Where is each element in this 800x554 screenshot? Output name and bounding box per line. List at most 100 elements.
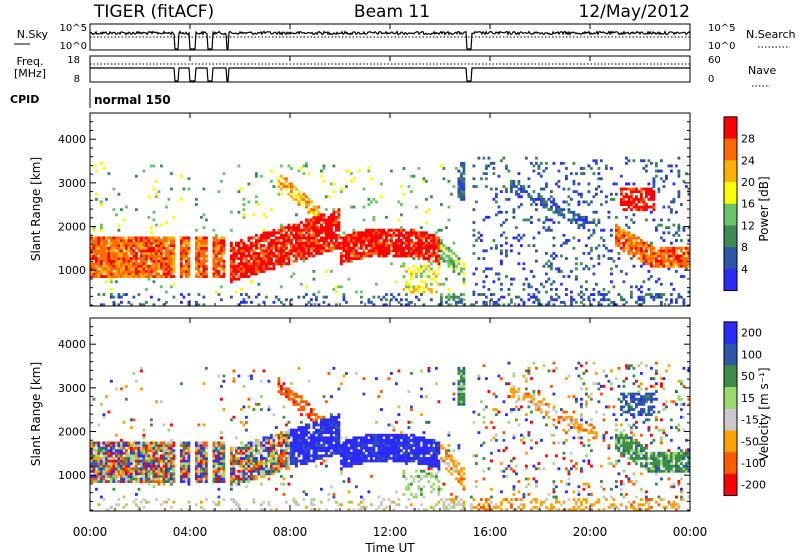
range-cell: [622, 233, 626, 237]
range-cell: [155, 246, 158, 250]
range-cell: [447, 303, 451, 307]
range-cell: [155, 480, 158, 483]
range-cell: [315, 454, 318, 458]
range-cell: [92, 444, 96, 447]
range-cell: [582, 226, 586, 230]
range-cell: [290, 382, 293, 386]
range-cell: [130, 457, 133, 460]
range-cell: [235, 457, 238, 460]
range-cell: [257, 303, 261, 307]
range-cell: [230, 462, 233, 465]
range-cell: [337, 451, 341, 455]
range-cell: [112, 449, 116, 453]
range-cell: [260, 454, 263, 458]
range-cell: [232, 252, 236, 255]
range-cell: [172, 480, 176, 483]
range-cell: [437, 244, 441, 248]
range-cell: [185, 451, 188, 455]
range-cell: [667, 254, 671, 258]
range-cell: [340, 259, 343, 263]
range-cell: [660, 264, 663, 268]
range-cell: [550, 262, 553, 266]
range-cell: [635, 285, 638, 289]
range-cell: [135, 236, 138, 240]
range-cell: [315, 451, 318, 455]
range-cell: [417, 239, 421, 242]
range-cell: [640, 246, 643, 250]
range-cell: [122, 275, 126, 278]
range-cell: [155, 259, 158, 263]
range-cell: [107, 259, 111, 263]
range-cell: [630, 293, 633, 296]
range-cell: [302, 431, 306, 435]
range-cell: [145, 264, 148, 268]
range-cell: [130, 264, 133, 268]
range-cell: [322, 423, 326, 427]
range-cell: [240, 254, 243, 258]
range-cell: [130, 469, 133, 473]
range-cell: [635, 195, 638, 199]
range-cell: [405, 303, 408, 307]
range-cell: [125, 441, 128, 445]
range-cell: [95, 472, 98, 476]
range-cell: [280, 467, 283, 471]
range-cell: [167, 480, 171, 483]
range-cell: [217, 257, 221, 260]
range-cell: [152, 480, 156, 483]
range-cell: [302, 244, 306, 248]
range-cell: [297, 249, 301, 253]
range-cell: [547, 264, 551, 268]
range-cell: [287, 392, 291, 396]
range-cell: [155, 462, 158, 465]
range-cell: [107, 472, 111, 476]
range-cell: [292, 246, 296, 250]
range-cell: [205, 249, 208, 253]
range-cell: [570, 295, 573, 299]
range-cell: [292, 223, 296, 227]
range-cell: [420, 246, 423, 250]
range-cell: [400, 254, 403, 258]
range-cell: [365, 231, 368, 235]
range-cell: [275, 236, 278, 240]
range-cell: [657, 262, 661, 266]
range-cell: [245, 249, 248, 253]
range-cell: [485, 215, 488, 219]
range-cell: [437, 249, 441, 253]
range-cell: [345, 233, 348, 237]
range-cell: [100, 457, 103, 460]
range-cell: [125, 275, 128, 278]
range-cell: [337, 236, 341, 240]
range-cell: [220, 264, 223, 268]
range-cell: [222, 275, 226, 278]
range-cell: [312, 444, 316, 447]
range-cell: [615, 241, 618, 245]
range-cell: [172, 252, 176, 255]
date-title: 12/May/2012: [579, 2, 691, 22]
range-cell: [200, 451, 203, 455]
range-cell: [347, 249, 351, 253]
range-cell: [152, 267, 156, 271]
range-cell: [662, 179, 666, 183]
range-cell: [617, 252, 621, 255]
range-cell: [535, 295, 538, 299]
range-cell: [252, 467, 256, 471]
range-cell: [202, 249, 206, 253]
range-cell: [155, 454, 158, 458]
range-cell: [405, 241, 408, 245]
range-cell: [300, 231, 303, 235]
range-cell: [202, 469, 206, 473]
range-cell: [92, 441, 96, 445]
range-cell: [635, 197, 638, 201]
range-cell: [300, 462, 303, 465]
range-cell: [122, 475, 126, 478]
range-cell: [390, 239, 393, 242]
range-cell: [115, 503, 118, 507]
range-cell: [320, 457, 323, 460]
range-cell: [117, 241, 121, 245]
range-cell: [640, 252, 643, 255]
range-cell: [315, 228, 318, 232]
range-cell: [102, 254, 106, 258]
range-cell: [400, 241, 403, 245]
range-cell: [350, 257, 353, 260]
range-cell: [587, 164, 591, 168]
